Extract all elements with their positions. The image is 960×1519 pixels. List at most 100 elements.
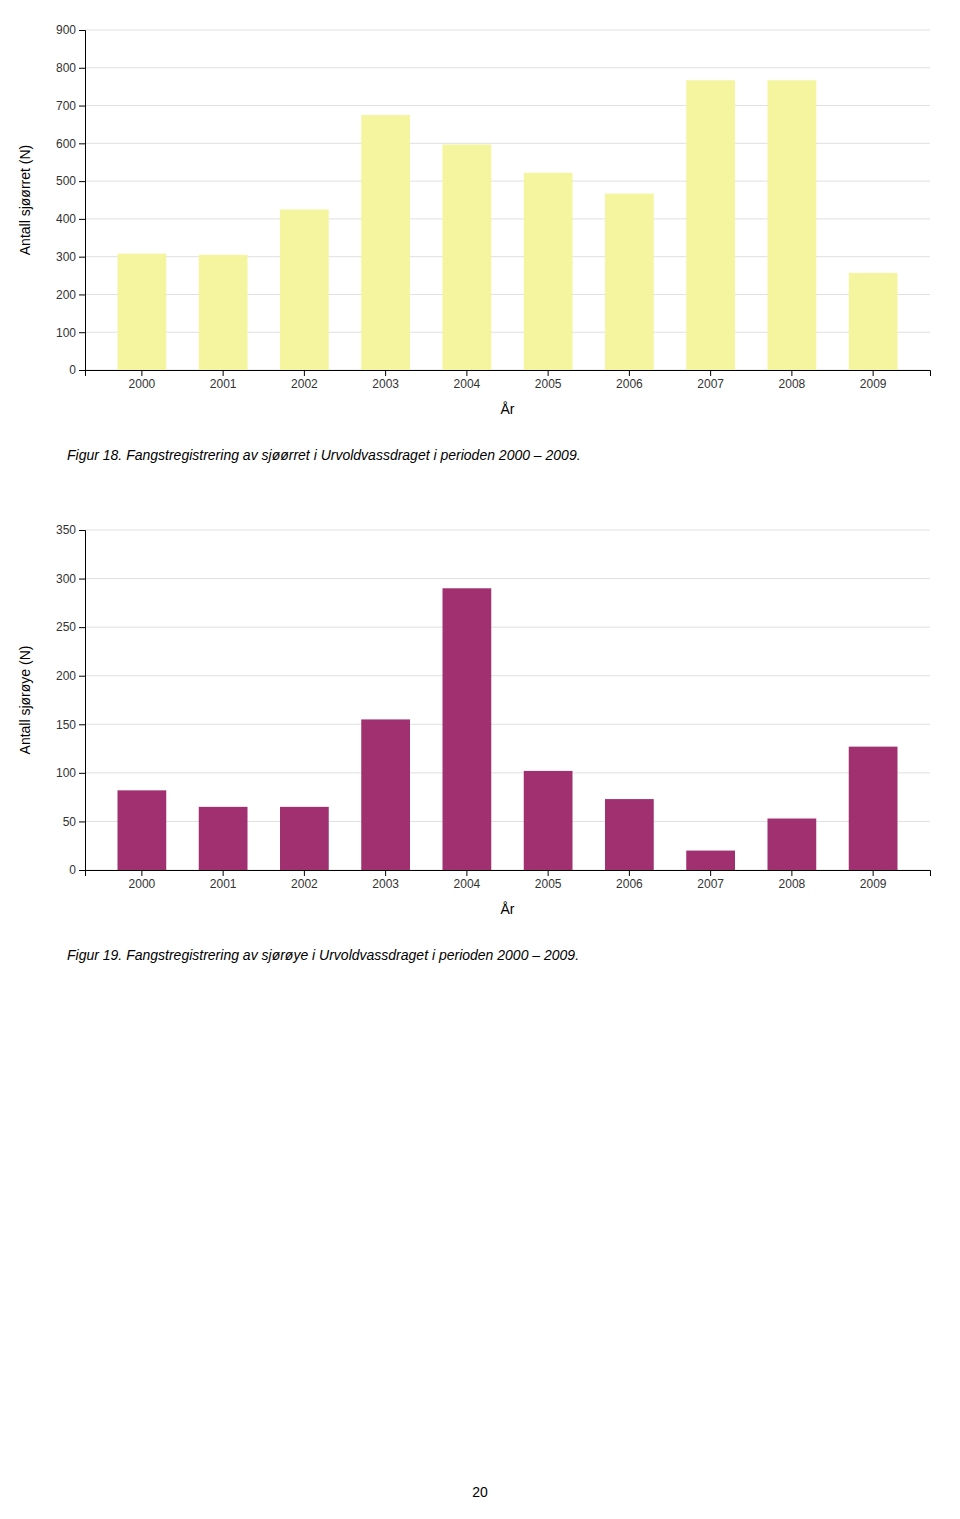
tick-mark — [141, 370, 142, 376]
tick: 2009 — [860, 870, 887, 891]
tick-mark — [223, 870, 224, 876]
grid-line — [85, 30, 930, 31]
tick-label: 600 — [56, 137, 76, 151]
tick: 0 — [69, 363, 85, 377]
tick: 300 — [56, 250, 85, 264]
tick-label: 2006 — [616, 877, 643, 891]
bar — [686, 80, 735, 370]
tick-label: 500 — [56, 174, 76, 188]
tick-mark — [79, 294, 85, 295]
tick-label: 2005 — [535, 877, 562, 891]
bars — [118, 588, 898, 870]
tick-mark — [791, 370, 792, 376]
tick-label: 2005 — [535, 377, 562, 391]
grid-line — [85, 578, 930, 579]
tick-mark — [710, 870, 711, 876]
tick: 2002 — [291, 370, 318, 391]
tick-mark — [79, 106, 85, 107]
x-axis: 2000200120022003200420052006200720082009 — [86, 870, 931, 891]
bar — [605, 194, 654, 370]
axis-line — [79, 531, 86, 871]
tick-label: 2000 — [129, 877, 156, 891]
tick-mark — [304, 870, 305, 876]
bar — [199, 807, 248, 870]
tick: 2001 — [210, 870, 237, 891]
grid-line — [85, 530, 930, 531]
tick: 150 — [56, 718, 85, 732]
tick-label: 2008 — [779, 877, 806, 891]
tick: 200 — [56, 288, 85, 302]
bar — [443, 588, 492, 870]
page: 0100200300400500600700800900200020012002… — [0, 0, 960, 1519]
tick-mark — [548, 870, 549, 876]
tick: 2008 — [779, 370, 806, 391]
grid-line — [85, 67, 930, 68]
tick-mark — [79, 627, 85, 628]
tick: 50 — [63, 815, 85, 829]
tick: 700 — [56, 99, 85, 113]
tick-label: 2007 — [697, 377, 724, 391]
y-axis-title: Antall sjøørret (N) — [17, 145, 33, 255]
tick: 2004 — [454, 370, 481, 391]
axis-line — [79, 31, 86, 371]
tick: 2008 — [779, 870, 806, 891]
tick-mark — [548, 370, 549, 376]
tick-label: 200 — [56, 288, 76, 302]
bar — [361, 115, 410, 370]
grid — [85, 30, 930, 370]
bar — [849, 747, 898, 870]
tick-label: 100 — [56, 766, 76, 780]
tick-label: 700 — [56, 99, 76, 113]
tick: 2000 — [129, 870, 156, 891]
tick-label: 2009 — [860, 877, 887, 891]
tick: 100 — [56, 766, 85, 780]
tick-mark — [79, 219, 85, 220]
tick: 2002 — [291, 870, 318, 891]
tick: 2000 — [129, 370, 156, 391]
tick: 600 — [56, 137, 85, 151]
tick: 2005 — [535, 870, 562, 891]
tick-label: 2009 — [860, 377, 887, 391]
tick-label: 2001 — [210, 877, 237, 891]
bar — [118, 254, 167, 370]
bar — [524, 173, 573, 370]
tick-label: 400 — [56, 212, 76, 226]
tick: 2006 — [616, 370, 643, 391]
x-axis-title: År — [501, 401, 515, 417]
tick-label: 2002 — [291, 377, 318, 391]
bar — [768, 819, 817, 870]
bar — [199, 255, 248, 370]
grid-line — [85, 627, 930, 628]
bar — [605, 799, 654, 870]
axis-line — [86, 871, 931, 877]
tick-mark — [79, 676, 85, 677]
tick-label: 2004 — [454, 877, 481, 891]
tick-label: 350 — [56, 523, 76, 537]
tick-label: 800 — [56, 61, 76, 75]
bar — [443, 144, 492, 370]
tick-label: 2008 — [779, 377, 806, 391]
tick: 0 — [69, 863, 85, 877]
bar — [768, 80, 817, 370]
axis-line — [86, 371, 931, 377]
tick: 2003 — [372, 370, 399, 391]
tick: 2007 — [697, 870, 724, 891]
chart: 0 100 200 300 400 500 600 700 800 900 2000 2001 2002… — [17, 23, 931, 417]
chart: 0501001502002503003502000200120022003200… — [17, 523, 931, 917]
tick-mark — [385, 370, 386, 376]
tick-label: 100 — [56, 326, 76, 340]
tick-mark — [141, 870, 142, 876]
tick: 900 — [56, 23, 85, 37]
tick-label: 300 — [56, 250, 76, 264]
tick: 2007 — [697, 370, 724, 391]
tick-label: 0 — [69, 863, 76, 877]
caption: Figur 18. Fangstregistrering av sjøørret… — [67, 447, 581, 463]
grid-line — [85, 772, 930, 773]
tick-label: 0 — [69, 363, 76, 377]
tick: 2009 — [860, 370, 887, 391]
tick-mark — [304, 370, 305, 376]
tick: 2001 — [210, 370, 237, 391]
tick-label: 900 — [56, 23, 76, 37]
bar — [849, 273, 898, 370]
x-axis: 2000 2001 2002 2003 2004 2005 2006 2007 2008 2009 — [86, 370, 931, 391]
